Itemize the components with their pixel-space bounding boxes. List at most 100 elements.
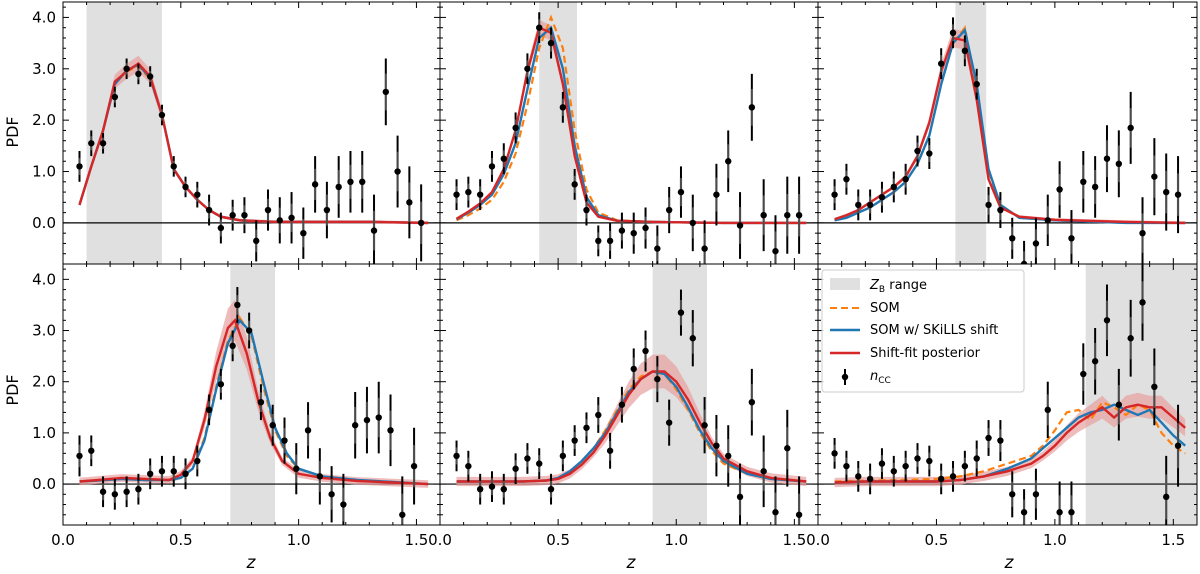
ncc-point (264, 189, 272, 231)
ncc-marker (843, 462, 850, 470)
ncc-marker (363, 416, 371, 424)
legend-zb-main: Z (869, 278, 880, 293)
shift-fit-band (79, 299, 429, 488)
ncc-point (926, 445, 933, 477)
shift-fit-band (834, 392, 1186, 488)
ncc-point (1056, 481, 1063, 525)
ncc-point (665, 186, 673, 234)
ncc-marker (351, 422, 359, 429)
ncc-point (253, 220, 260, 262)
ncc-point (245, 312, 253, 349)
ncc-point (453, 440, 460, 472)
ncc-marker (88, 140, 95, 147)
series-shift-fit (455, 26, 807, 225)
ncc-point (831, 438, 838, 469)
ncc-marker (630, 229, 637, 237)
ncc-marker (229, 342, 236, 350)
ncc-marker (618, 227, 626, 234)
ncc-point (316, 448, 324, 505)
ncc-point (293, 443, 300, 495)
ncc-point (99, 133, 107, 154)
ncc-marker (642, 224, 649, 232)
ncc-marker (229, 211, 236, 219)
ncc-marker (1032, 240, 1040, 247)
ncc-point (269, 404, 276, 446)
ncc-point (997, 420, 1004, 462)
legend-swatch-ncc (841, 369, 849, 385)
ncc-marker (1068, 509, 1075, 516)
ncc-marker (748, 398, 756, 406)
ncc-point (784, 409, 791, 487)
ncc-point (606, 432, 614, 469)
ncc-point (76, 435, 83, 477)
ncc-point (453, 179, 460, 211)
zb-range-band (86, 2, 162, 264)
ncc-marker (1009, 235, 1016, 242)
ncc-marker (760, 211, 767, 219)
ncc-marker (677, 309, 685, 316)
ncc-marker (725, 452, 732, 460)
ncc-marker (890, 468, 897, 475)
x-tick-label: 1.5 (782, 531, 806, 549)
y-tick-label: 1.0 (32, 424, 56, 442)
ncc-marker (725, 158, 732, 165)
ncc-point (725, 130, 732, 193)
ncc-marker (453, 452, 460, 460)
ncc-marker (547, 485, 555, 493)
x-tick-label: 0.0 (428, 531, 452, 549)
ncc-marker (949, 29, 957, 37)
ncc-point (997, 192, 1004, 229)
ncc-point (304, 402, 312, 459)
ncc-point (736, 463, 744, 525)
ncc-point (111, 478, 119, 510)
ncc-marker (1080, 370, 1087, 378)
ncc-marker (194, 191, 201, 198)
ncc-marker (677, 188, 685, 196)
ncc-marker (559, 104, 567, 111)
ncc-marker (76, 163, 83, 170)
ncc-marker (878, 460, 886, 467)
series-som (834, 25, 1186, 224)
ncc-point (111, 86, 119, 108)
ncc-marker (618, 401, 626, 408)
ncc-point (512, 453, 519, 485)
ncc-point (300, 207, 307, 259)
ncc-marker (1091, 183, 1099, 191)
ncc-point (559, 91, 567, 123)
panel-ticks (62, 2, 441, 265)
ncc-marker (205, 206, 213, 214)
x-tick-label: 1.0 (287, 531, 311, 549)
panel-ticks (439, 2, 819, 265)
ncc-marker (99, 488, 107, 495)
ncc-marker (382, 88, 390, 96)
ncc-point (1103, 284, 1111, 357)
ncc-point (234, 287, 241, 323)
ncc-point (512, 112, 519, 144)
ncc-marker (340, 501, 347, 508)
ncc-marker (241, 211, 248, 219)
ncc-point (642, 330, 649, 372)
panel-plot-area (63, 264, 440, 525)
ncc-point (713, 163, 720, 226)
ncc-marker (985, 201, 992, 209)
ncc-marker (135, 485, 142, 493)
ncc-marker (559, 452, 567, 460)
ncc-marker (476, 191, 484, 198)
ncc-point (618, 386, 626, 423)
ncc-point (241, 197, 248, 234)
ncc-point (748, 73, 756, 141)
panel-plot-area (63, 2, 440, 264)
legend-frame (821, 269, 1025, 393)
ncc-marker (205, 406, 213, 414)
legend: ZB range SOM SOM w/ SKiLLS shift Shift-f… (821, 269, 1025, 393)
ncc-marker (410, 462, 418, 470)
ncc-marker (311, 181, 319, 188)
ncc-point (328, 466, 335, 523)
ncc-marker (394, 168, 401, 175)
ncc-marker (654, 245, 661, 252)
panel-ticks (817, 264, 1198, 526)
ncc-point (170, 156, 177, 177)
y-axis-labels: PDF PDF (3, 116, 22, 405)
ncc-point (760, 179, 767, 252)
ncc-marker (512, 465, 519, 472)
